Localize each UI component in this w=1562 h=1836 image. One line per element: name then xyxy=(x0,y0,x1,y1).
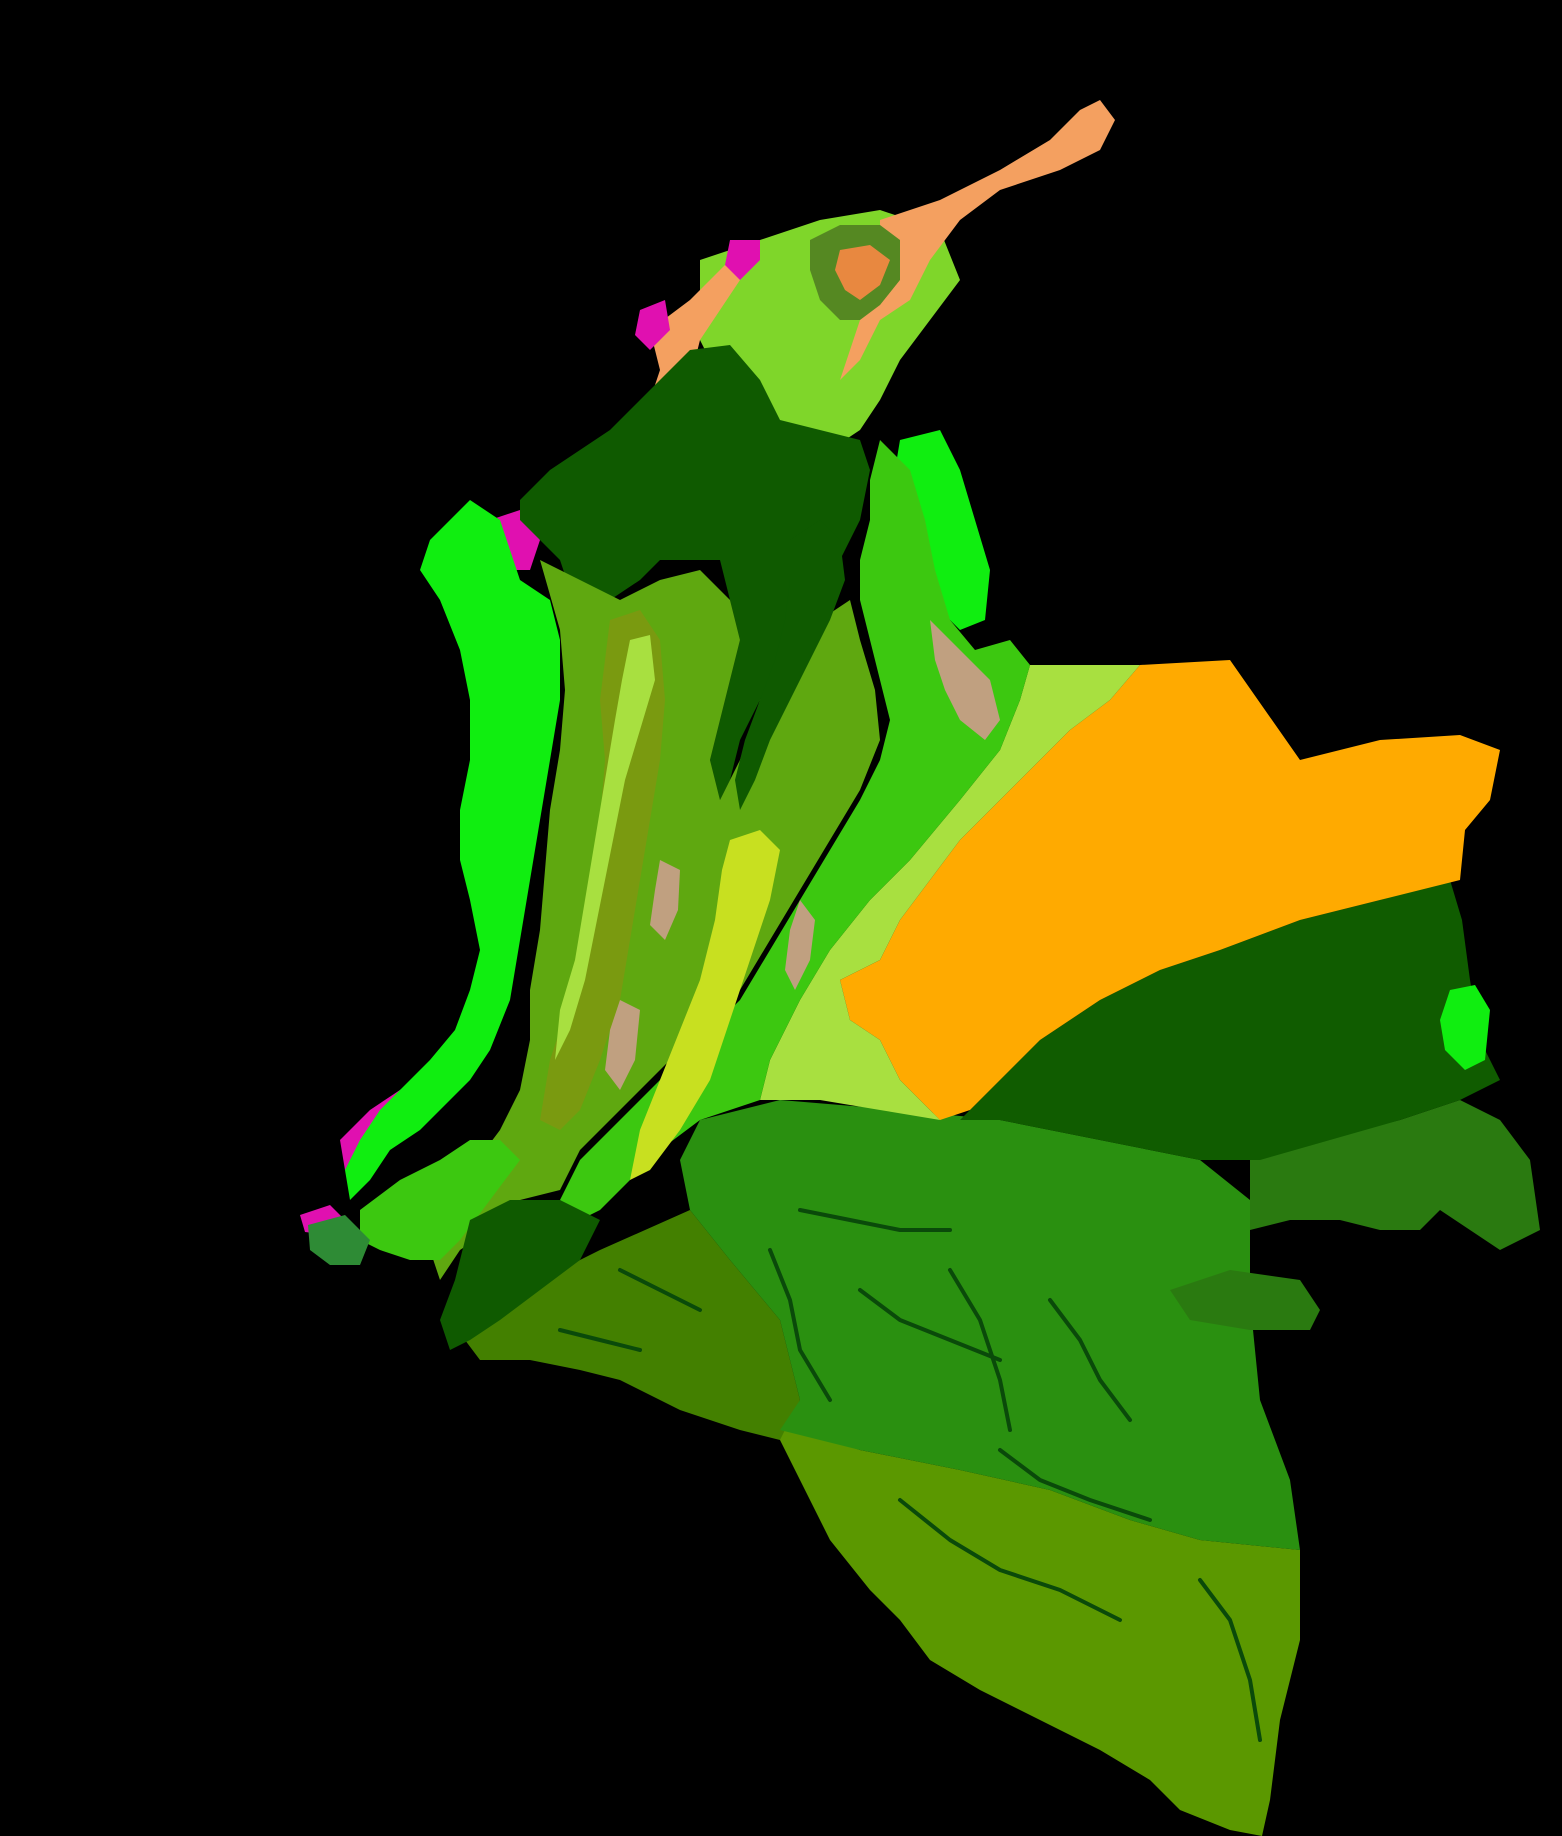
river-6 xyxy=(898,1498,1122,1622)
region-andean-dark-forest-south xyxy=(440,1200,600,1350)
region-caribbean-coast-mangrove xyxy=(725,240,760,280)
region-magdalena-moist-forest-central xyxy=(735,520,845,810)
region-choco-lowland-forest xyxy=(345,500,560,1200)
region-negro-campinarana-east xyxy=(1170,1270,1320,1330)
region-pacific-coast-mangrove-patch xyxy=(308,1215,370,1265)
region-llanos-savanna xyxy=(840,660,1500,1120)
region-andean-paramo-4 xyxy=(605,1000,640,1090)
region-andean-paramo-2 xyxy=(785,900,815,990)
region-caqueta-moist-forest xyxy=(450,1210,800,1440)
region-amazon-moist-forest xyxy=(680,1100,1300,1550)
ecoregion-layer xyxy=(300,100,1540,1836)
river-layer xyxy=(558,1208,1262,1742)
region-choco-lowland-forest-north xyxy=(895,430,990,630)
river-5 xyxy=(1048,1298,1132,1422)
region-orinoco-moist-forest xyxy=(960,880,1500,1160)
region-choco-lowland-forest-east xyxy=(1440,985,1490,1070)
river-10 xyxy=(558,1328,642,1352)
river-1 xyxy=(798,1208,952,1232)
river-4 xyxy=(948,1268,1012,1432)
region-putumayo-moist-forest xyxy=(770,1420,1300,1836)
region-caribbean-coast-mangrove-2 xyxy=(635,300,670,350)
region-piedmont-forest xyxy=(760,665,1140,1120)
region-andean-montane-forest-west xyxy=(360,1140,520,1260)
river-8 xyxy=(1198,1578,1262,1742)
region-magdalena-valley-dry-forest-north xyxy=(555,635,655,1060)
region-magdalena-valley-dry-forest xyxy=(630,830,780,1180)
region-magdalena-moist-forest xyxy=(520,345,870,800)
region-negro-campinarana xyxy=(1250,1100,1540,1250)
region-andean-paramo-1 xyxy=(930,620,1000,740)
river-3 xyxy=(858,1288,1002,1362)
region-sierra-nevada-paramo xyxy=(835,245,890,300)
region-guajira-xeric-scrub xyxy=(840,100,1115,380)
river-2 xyxy=(768,1248,832,1402)
river-9 xyxy=(618,1268,702,1312)
region-catatumbo-moist-forest xyxy=(560,440,1030,1220)
region-andean-paramo-3 xyxy=(650,860,680,940)
river-7 xyxy=(998,1448,1152,1522)
